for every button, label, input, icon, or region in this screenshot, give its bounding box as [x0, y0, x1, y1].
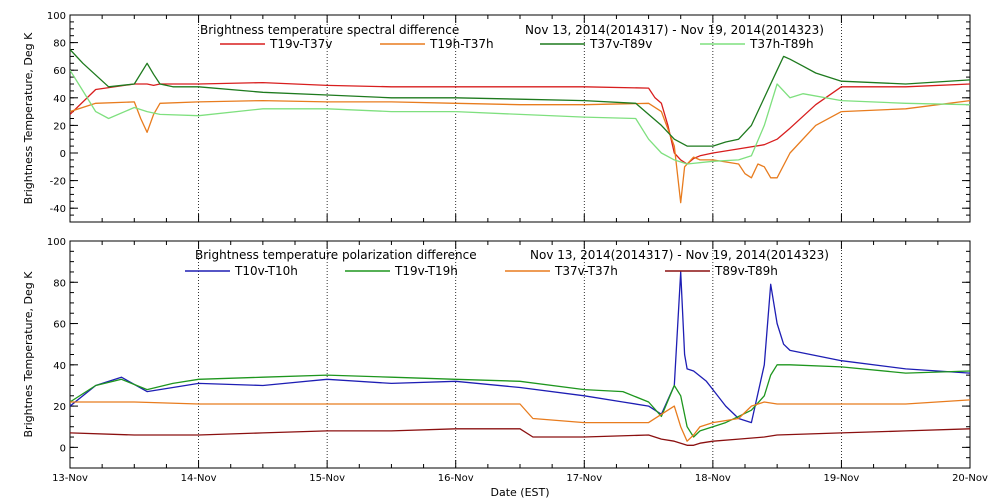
date-range: Nov 13, 2014(2014317) - Nov 19, 2014(201…	[525, 23, 824, 37]
plot-frame	[69, 240, 971, 469]
y-tick-label: 60	[53, 66, 66, 77]
y-tick-label: 0	[60, 443, 66, 454]
x-tick-label: 15-Nov	[309, 473, 345, 484]
legend-label: T37h-T89h	[749, 37, 814, 51]
legend-label: T10v-T10h	[234, 264, 298, 278]
y-tick-label: 40	[53, 94, 66, 105]
x-tick-label: 19-Nov	[823, 473, 859, 484]
series-line-t37v-t89v	[70, 49, 970, 147]
x-tick-label: 20-Nov	[952, 473, 988, 484]
y-tick-label: 80	[53, 278, 66, 289]
y-tick-label: 20	[53, 121, 66, 132]
legend-label: T19v-T37v	[269, 37, 332, 51]
y-tick-label: 40	[53, 361, 66, 372]
y-axis-title: Brightness Temperature, Deg K	[22, 32, 35, 204]
series-line-t19v-t19h	[70, 364, 970, 438]
y-tick-label: 80	[53, 39, 66, 50]
y-tick-label: 20	[53, 402, 66, 413]
series-line-t19v-t37v	[70, 81, 970, 165]
x-tick-label: 17-Nov	[566, 473, 602, 484]
series-line-t10v-t10h	[70, 271, 970, 424]
y-tick-label: 60	[53, 320, 66, 331]
legend-label: T37v-T37h	[554, 264, 618, 278]
legend-label: T89v-T89h	[714, 264, 778, 278]
y-tick-label: 0	[60, 149, 66, 160]
plot-frame	[69, 14, 971, 223]
x-tick-label: 18-Nov	[695, 473, 731, 484]
spectral-difference-panel: -40 -20 0 20 40 60 80 100 Brightness temperature…	[22, 11, 971, 223]
series-line-t89v-t89h	[70, 428, 970, 446]
x-tick-label: 16-Nov	[438, 473, 474, 484]
series-line-t19h-t37h	[70, 99, 970, 204]
x-axis-title: Date (EST)	[490, 486, 549, 499]
y-tick-label: -20	[50, 177, 66, 188]
date-range: Nov 13, 2014(2014317) - Nov 19, 2014(201…	[530, 248, 829, 262]
y-tick-label: -40	[50, 204, 66, 215]
plot-title: Brightness temperature spectral differen…	[200, 23, 459, 37]
y-tick-label: 100	[47, 237, 66, 248]
legend-label: T37v-T89v	[589, 37, 652, 51]
legend-label: T19h-T37h	[429, 37, 494, 51]
y-axis-title: Brightnes Temperature, Deg K	[22, 271, 35, 438]
x-tick-label: 13-Nov	[52, 473, 88, 484]
polarization-difference-panel: 0 20 40 60 80 100 13-Nov 14-Nov 15-Nov 16-Nov 17-N…	[22, 237, 988, 499]
plot-title: Brightness temperature polarization diff…	[195, 248, 477, 262]
y-tick-label: 100	[47, 11, 66, 22]
series-line-t37v-t37h	[70, 399, 970, 442]
series-line-t37h-t89h	[70, 69, 970, 165]
legend-label: T19v-T19h	[394, 264, 458, 278]
x-tick-label: 14-Nov	[181, 473, 217, 484]
